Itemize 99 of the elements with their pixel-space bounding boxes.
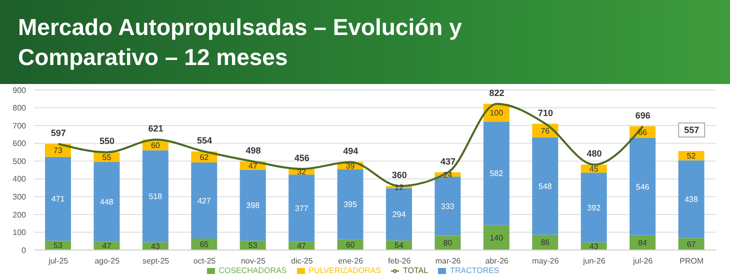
x-tick-label: dic-25	[291, 256, 314, 266]
data-label: 554	[196, 136, 212, 146]
x-tick-label: ago-25	[94, 256, 120, 266]
data-label: 333	[441, 202, 455, 212]
data-label: 62	[200, 152, 210, 162]
data-label: 377	[294, 204, 309, 213]
y-tick-label: 700	[12, 121, 27, 130]
chart-title: Mercado Autopropulsadas – Evolución y Comparativo – 12 meses	[18, 13, 463, 72]
data-label: 60	[150, 140, 160, 150]
y-tick-label: 0	[22, 246, 27, 255]
data-label: 45	[589, 164, 599, 174]
x-tick-label: ene-26	[338, 256, 364, 266]
data-label: 582	[490, 169, 504, 178]
legend-label: COSECHADORAS	[218, 266, 287, 275]
data-label: 140	[490, 233, 504, 242]
data-label: 437	[440, 156, 456, 166]
data-label: 66	[638, 128, 648, 137]
data-label: 67	[686, 240, 696, 249]
bar	[434, 176, 461, 236]
data-label: 438	[684, 194, 699, 204]
data-label: 47	[297, 242, 307, 251]
data-label: 80	[443, 238, 453, 248]
data-label: 548	[538, 182, 552, 191]
bar	[580, 172, 607, 242]
bar	[678, 160, 704, 238]
x-tick-label: nov-25	[240, 256, 266, 266]
data-label: 43	[589, 242, 599, 252]
y-tick-label: 300	[12, 192, 27, 202]
y-tick-label: 500	[12, 156, 27, 166]
data-label: 86	[540, 238, 550, 248]
data-label: 546	[636, 182, 650, 192]
data-label: 43	[150, 242, 160, 252]
data-label: 822	[489, 88, 504, 98]
x-tick-label: may-26	[532, 256, 560, 266]
data-label: 456	[294, 152, 310, 163]
data-label: 52	[686, 151, 696, 160]
data-label: 498	[246, 145, 261, 156]
bar	[337, 169, 364, 240]
bar	[94, 162, 120, 242]
data-label: 395	[344, 200, 358, 210]
x-tick-label: jun-26	[582, 256, 606, 266]
data-label: 480	[586, 148, 602, 159]
data-label: 76	[540, 126, 550, 136]
legend-label: TRACTORES	[450, 266, 500, 275]
x-tick-label: mar-26	[435, 256, 462, 266]
x-tick-label: jul-25	[48, 256, 69, 266]
bar	[288, 174, 315, 242]
y-tick-label: 200	[12, 210, 27, 220]
data-label: 597	[50, 128, 66, 138]
data-label: 65	[200, 240, 210, 250]
data-label: 73	[54, 146, 63, 156]
data-label: 47	[248, 161, 258, 170]
annotation: 557	[684, 124, 700, 135]
data-label: 494	[343, 146, 358, 156]
x-tick-label: sept-25	[142, 256, 170, 266]
data-label: 518	[148, 192, 163, 202]
data-label: 710	[538, 108, 554, 118]
y-tick-label: 600	[12, 139, 27, 148]
x-tick-label: abr-26	[485, 256, 509, 266]
bar	[483, 122, 510, 226]
data-label: 12	[394, 182, 404, 192]
data-label: 47	[102, 242, 112, 251]
data-label: 53	[248, 241, 258, 250]
bar	[483, 225, 510, 250]
y-tick-label: 400	[12, 174, 27, 184]
data-label: 100	[490, 108, 504, 118]
bar	[240, 170, 266, 241]
x-tick-label: oct-25	[193, 256, 216, 266]
x-tick-label: PROM	[680, 256, 704, 266]
bar	[386, 188, 412, 240]
y-tick-label: 900	[12, 86, 27, 95]
data-label: 294	[392, 210, 406, 220]
x-tick-label: jul-26	[632, 256, 654, 266]
x-tick-label: feb-26	[388, 256, 412, 266]
data-label: 398	[246, 201, 260, 210]
data-label: 53	[54, 241, 63, 250]
data-label: 360	[392, 170, 407, 180]
legend-label: TOTAL	[403, 266, 428, 275]
data-label: 60	[346, 240, 356, 250]
y-tick-label: 800	[12, 104, 27, 113]
data-label: 32	[297, 168, 307, 177]
data-label: 427	[197, 196, 212, 206]
data-label: 550	[100, 136, 115, 146]
legend-label: PULVERIZADORAS	[308, 266, 382, 275]
data-label: 392	[587, 203, 602, 212]
data-label: 39	[346, 161, 356, 170]
y-tick-label: 100	[12, 228, 27, 238]
data-label: 621	[148, 124, 164, 134]
data-label: 471	[51, 194, 66, 204]
bar	[191, 162, 218, 238]
data-label: 84	[638, 238, 648, 248]
data-label: 54	[394, 241, 404, 250]
bar	[45, 156, 71, 241]
data-label: 55	[102, 152, 112, 162]
bar	[142, 150, 168, 242]
bar	[630, 138, 656, 236]
data-label: 448	[100, 198, 114, 207]
bar	[532, 137, 558, 235]
data-label: 696	[635, 110, 650, 120]
